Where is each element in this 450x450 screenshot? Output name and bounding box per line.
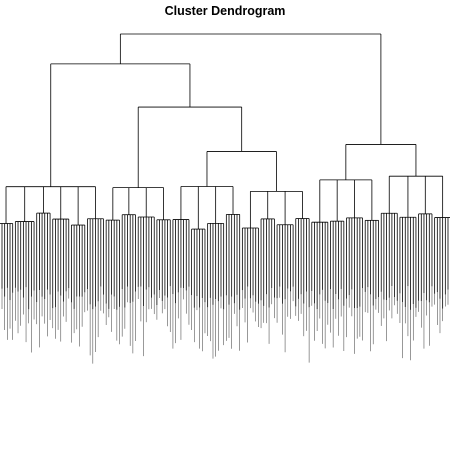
chart-title: Cluster Dendrogram: [164, 4, 286, 18]
